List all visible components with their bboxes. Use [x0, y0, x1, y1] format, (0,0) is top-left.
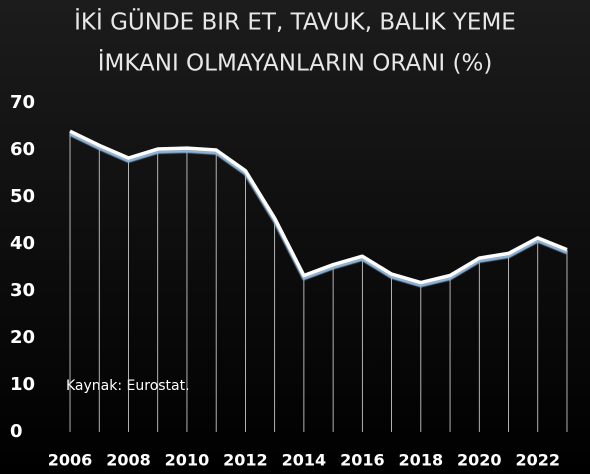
x-tick-label: 2012 — [223, 451, 268, 470]
x-tick-label: 2018 — [399, 451, 444, 470]
x-tick-label: 2006 — [48, 451, 93, 470]
x-tick-label: 2014 — [282, 451, 327, 470]
y-tick-label: 10 — [10, 374, 35, 395]
y-tick-label: 70 — [10, 92, 35, 113]
data-line — [69, 129, 568, 285]
chart-title: İKİ GÜNDE BIR ET, TAVUK, BALIK YEME — [74, 8, 516, 36]
x-tick-label: 2020 — [457, 451, 502, 470]
y-tick-label: 30 — [10, 280, 35, 301]
y-tick-label: 20 — [10, 327, 35, 348]
x-tick-label: 2008 — [106, 451, 151, 470]
y-tick-label: 40 — [10, 233, 35, 254]
x-tick-label: 2016 — [340, 451, 385, 470]
y-tick-label: 0 — [10, 421, 23, 442]
chart-title: İMKANI OLMAYANLARIN ORANI (%) — [98, 49, 493, 77]
source-note: Kaynak: Eurostat. — [66, 378, 190, 394]
x-tick-label: 2010 — [165, 451, 210, 470]
x-tick-label: 2022 — [515, 451, 560, 470]
y-tick-label: 50 — [10, 186, 35, 207]
y-tick-label: 60 — [10, 139, 35, 160]
